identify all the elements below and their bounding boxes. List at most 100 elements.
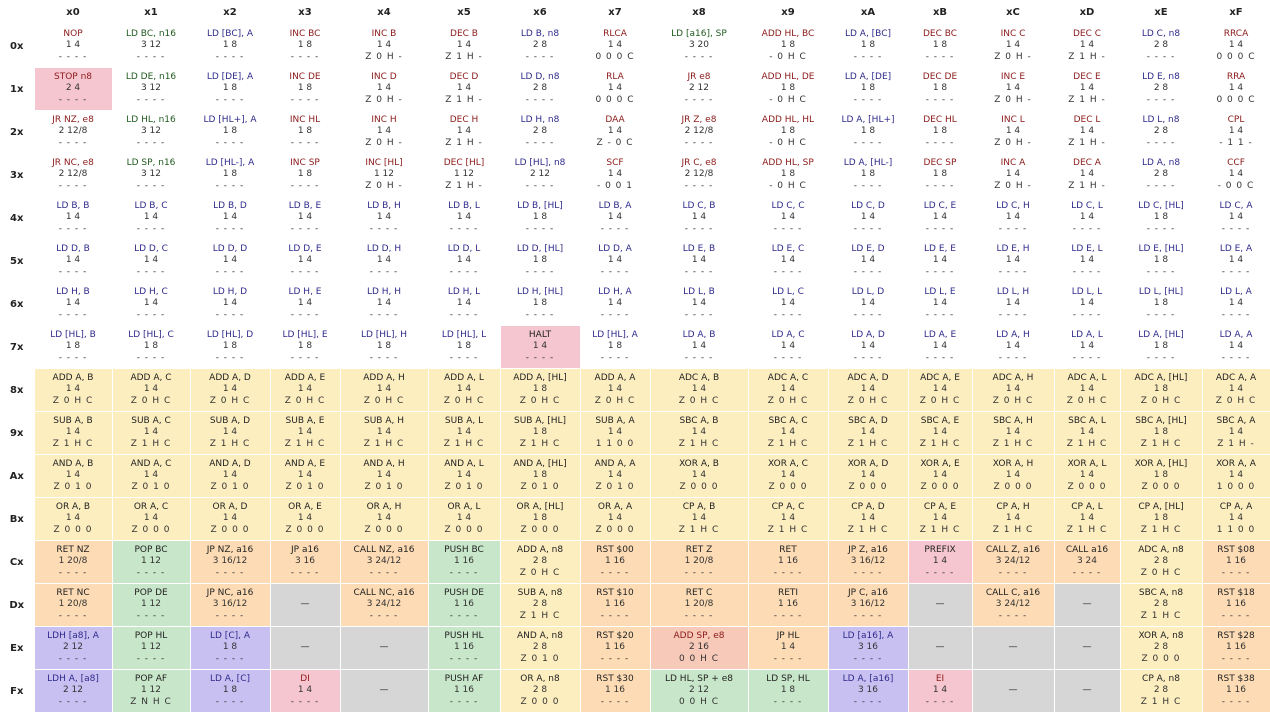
opcode-cell[interactable]: HALT 1 4- - - - bbox=[499, 325, 581, 369]
opcode-cell[interactable]: PUSH AF 1 16- - - - bbox=[427, 669, 501, 713]
opcode-cell[interactable]: ADD HL, BC 1 8- 0 H C bbox=[747, 24, 829, 68]
opcode-cell[interactable]: JP HL 1 4- - - - bbox=[747, 626, 829, 670]
opcode-cell[interactable]: INC SP 1 8- - - - bbox=[269, 153, 341, 197]
opcode-cell[interactable]: — bbox=[971, 626, 1055, 670]
opcode-cell[interactable]: — bbox=[339, 669, 429, 713]
opcode-cell[interactable]: LD A, [C] 1 8- - - - bbox=[189, 669, 271, 713]
opcode-cell[interactable]: LD A, [HL+] 1 8- - - - bbox=[827, 110, 909, 154]
opcode-cell[interactable]: CALL a16 3 24- - - - bbox=[1053, 540, 1121, 584]
opcode-cell[interactable]: LD C, n8 2 8- - - - bbox=[1119, 24, 1203, 68]
opcode-cell[interactable]: LD H, n8 2 8- - - - bbox=[499, 110, 581, 154]
opcode-cell[interactable]: RST $00 1 16- - - - bbox=[579, 540, 651, 584]
opcode-cell[interactable]: POP AF 1 12 Z N H C bbox=[111, 669, 191, 713]
opcode-cell[interactable]: CALL Z, a16 3 24/12- - - - bbox=[971, 540, 1055, 584]
opcode-cell[interactable]: CALL NZ, a16 3 24/12- - - - bbox=[339, 540, 429, 584]
opcode-cell[interactable]: — bbox=[269, 626, 341, 670]
opcode-cell[interactable]: LD SP, n16 3 12- - - - bbox=[111, 153, 191, 197]
opcode-cell[interactable]: DI 1 4- - - - bbox=[269, 669, 341, 713]
opcode-cell[interactable]: JP C, a16 3 16/12- - - - bbox=[827, 583, 909, 627]
opcode-cell[interactable]: RST $30 1 16- - - - bbox=[579, 669, 651, 713]
opcode-cell[interactable]: PUSH HL 1 16- - - - bbox=[427, 626, 501, 670]
opcode-cell[interactable]: LD A, [DE] 1 8- - - - bbox=[827, 67, 909, 111]
opcode-cell[interactable]: — bbox=[1053, 669, 1121, 713]
opcode-cell[interactable]: DEC HL 1 8- - - - bbox=[907, 110, 973, 154]
opcode-cell[interactable]: LD E, n8 2 8- - - - bbox=[1119, 67, 1203, 111]
opcode-cell[interactable]: SCF 1 4- 0 0 1 bbox=[579, 153, 651, 197]
opcode-cell[interactable]: ADD HL, SP 1 8- 0 H C bbox=[747, 153, 829, 197]
opcode-cell[interactable]: DEC BC 1 8- - - - bbox=[907, 24, 973, 68]
opcode-cell[interactable]: LD A, [BC] 1 8- - - - bbox=[827, 24, 909, 68]
opcode-cell[interactable]: JP NC, a16 3 16/12- - - - bbox=[189, 583, 271, 627]
opcode-cell[interactable]: POP HL 1 12- - - - bbox=[111, 626, 191, 670]
opcode-cell[interactable]: CCF 1 4- 0 0 C bbox=[1201, 153, 1270, 197]
opcode-cell[interactable]: — bbox=[907, 583, 973, 627]
opcode-cell[interactable]: JR C, e8 2 12/8- - - - bbox=[649, 153, 749, 197]
opcode-cell[interactable]: LD SP, HL 1 8- - - - bbox=[747, 669, 829, 713]
opcode-cell[interactable]: LD [HL], n8 2 12- - - - bbox=[499, 153, 581, 197]
opcode-cell[interactable]: LD HL, n16 3 12- - - - bbox=[111, 110, 191, 154]
opcode-cell[interactable]: JR NZ, e8 2 12/8- - - - bbox=[33, 110, 113, 154]
opcode-cell[interactable]: LD D, [HL] 1 8- - - - bbox=[499, 239, 581, 283]
opcode-cell[interactable]: CPL 1 4- 1 1 - bbox=[1201, 110, 1270, 154]
opcode-cell[interactable]: — bbox=[971, 669, 1055, 713]
opcode-cell[interactable]: PREFIX 1 4- - - - bbox=[907, 540, 973, 584]
opcode-cell[interactable]: CALL C, a16 3 24/12- - - - bbox=[971, 583, 1055, 627]
